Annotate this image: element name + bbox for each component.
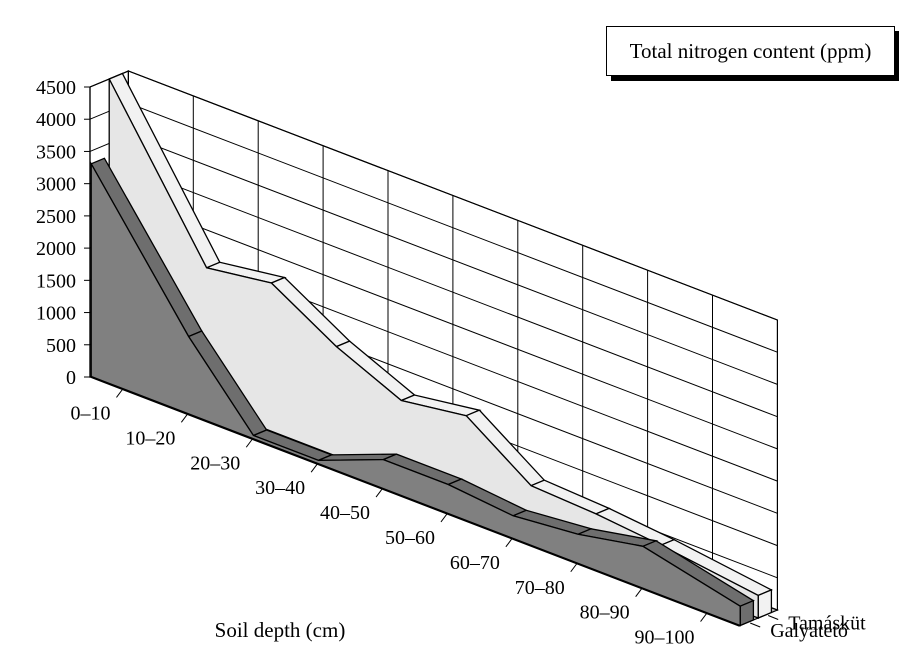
- xtick-label-1: 10–20: [125, 427, 175, 449]
- series-tick-0: [750, 623, 760, 627]
- xtick-label-4: 40–50: [320, 502, 370, 524]
- xtick-mark-9: [701, 614, 707, 622]
- ytick-label-9: 4500: [36, 77, 76, 99]
- xtick-mark-0: [116, 389, 122, 397]
- ytick-label-4: 2000: [36, 238, 76, 260]
- ytick-label-3: 1500: [36, 270, 76, 292]
- xtick-label-6: 60–70: [450, 552, 500, 574]
- ytick-label-8: 4000: [36, 109, 76, 131]
- xtick-label-9: 90–100: [635, 627, 695, 649]
- xtick-mark-4: [376, 489, 382, 497]
- xtick-mark-3: [311, 464, 317, 472]
- ytick-label-7: 3500: [36, 141, 76, 163]
- ytick-label-0: 0: [66, 367, 76, 389]
- xtick-label-5: 50–60: [385, 527, 435, 549]
- xtick-mark-6: [506, 539, 512, 547]
- xtick-mark-2: [246, 439, 252, 447]
- ytick-label-5: 2500: [36, 206, 76, 228]
- series-tick-1: [768, 616, 778, 620]
- xtick-mark-1: [181, 414, 187, 422]
- xtick-label-8: 80–90: [580, 602, 630, 624]
- xtick-label-3: 30–40: [255, 477, 305, 499]
- x-axis-title: Soil depth (cm): [215, 618, 346, 642]
- xtick-mark-7: [571, 564, 577, 572]
- xtick-label-0: 0–10: [70, 402, 110, 424]
- ytick-label-1: 500: [46, 335, 76, 357]
- ytick-label-6: 3000: [36, 174, 76, 196]
- xtick-mark-8: [636, 589, 642, 597]
- series-label-1: Tamásküt: [788, 613, 866, 635]
- chart-title: Total nitrogen content (ppm): [630, 39, 872, 64]
- ytick-label-2: 1000: [36, 303, 76, 325]
- series-1-end: [758, 590, 771, 618]
- xtick-label-7: 70–80: [515, 577, 565, 599]
- xtick-mark-5: [441, 514, 447, 522]
- xtick-label-2: 20–30: [190, 452, 240, 474]
- chart-title-box: Total nitrogen content (ppm): [606, 26, 895, 76]
